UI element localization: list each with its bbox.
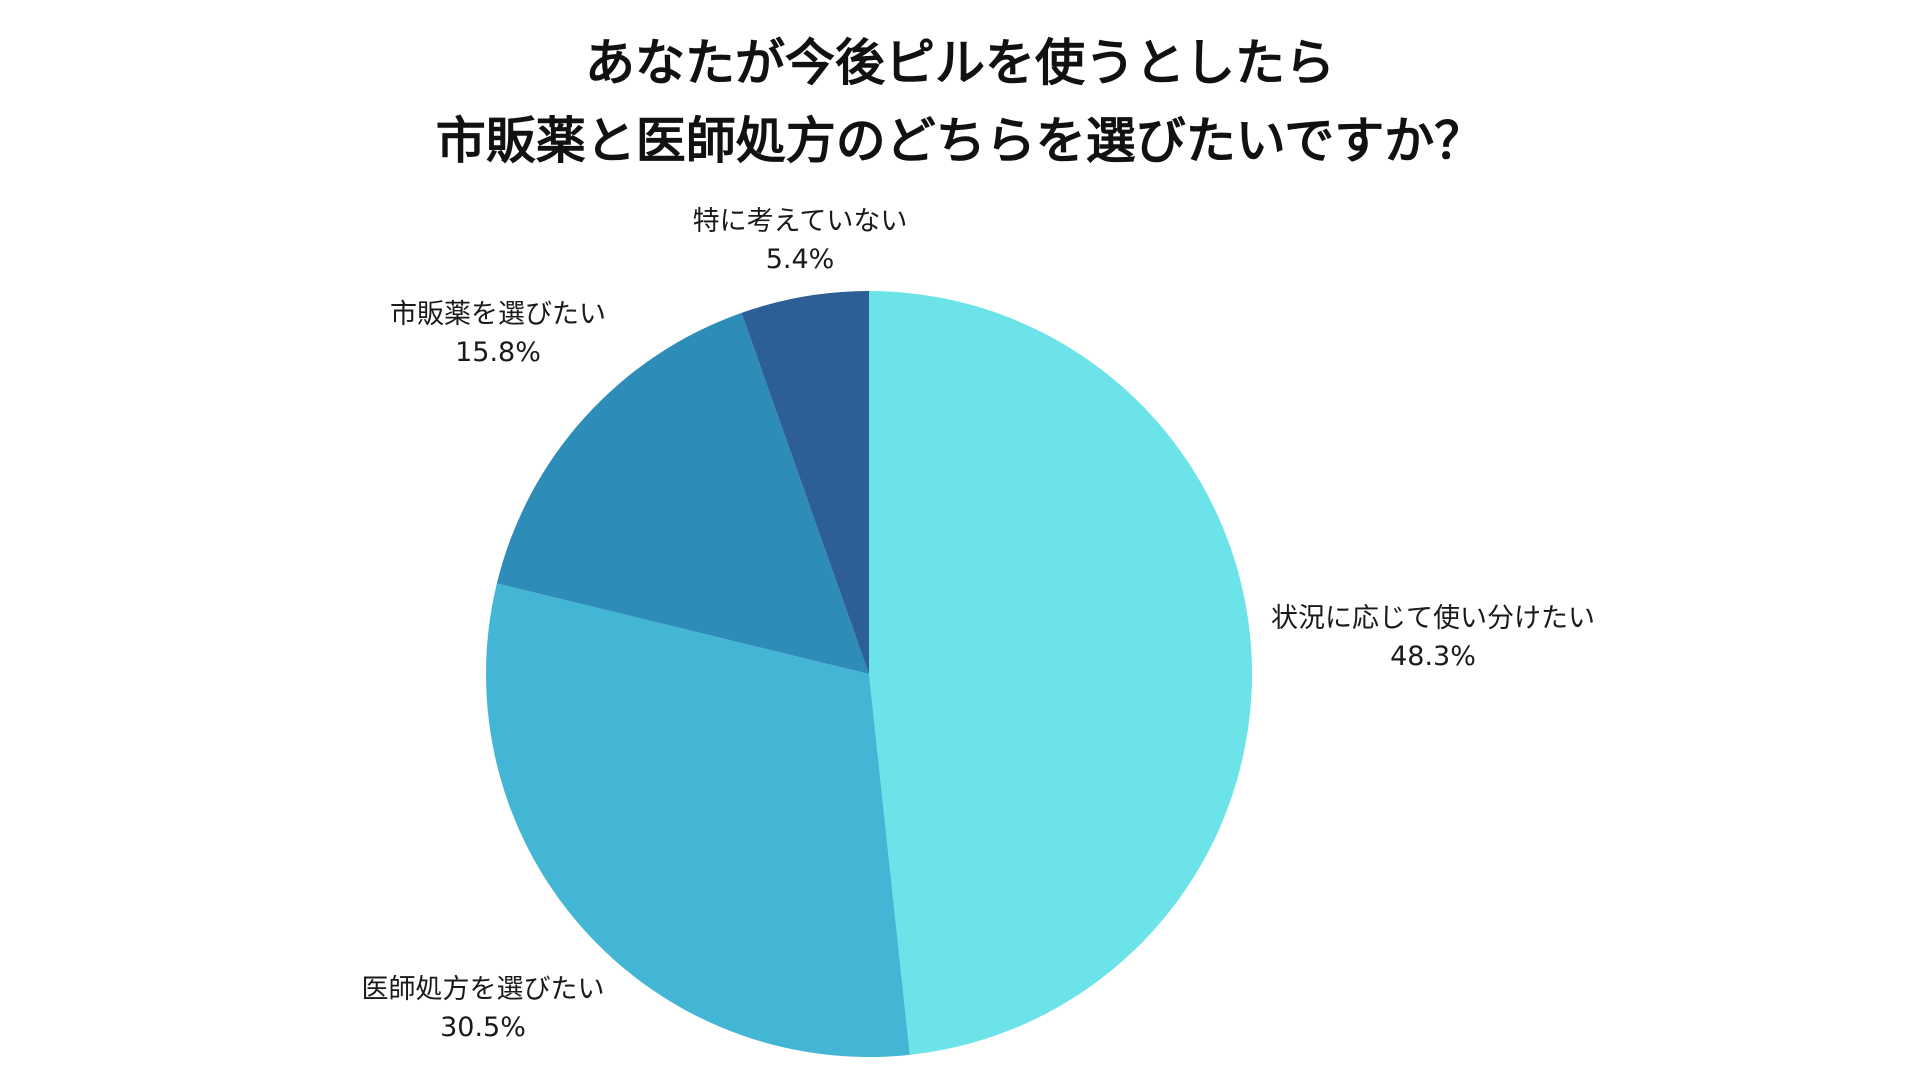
slice-label-2: 医師処方を選びたい <box>362 974 605 1005</box>
pie-slice-2 <box>486 583 910 1058</box>
chart-title-line-1: あなたが今後ピルを使うとしたら <box>585 34 1335 92</box>
pie-slice-3 <box>496 312 869 674</box>
pie-slices <box>486 291 1253 1058</box>
chart-title-line-2: 市販薬と医師処方のどちらを選びたいですか？ <box>436 112 1485 170</box>
slice-label-4: 特に考えていない <box>693 206 908 237</box>
pie-slice-1 <box>869 291 1253 1055</box>
pie-slice-4 <box>741 291 869 674</box>
slice-value-2: 30.5% <box>440 1012 526 1043</box>
slice-label-3: 市販薬を選びたい <box>390 299 606 330</box>
slice-value-4: 5.4% <box>766 244 835 275</box>
slice-label-1: 状況に応じて使い分けたい <box>1271 603 1595 634</box>
slice-value-3: 15.8% <box>455 337 541 368</box>
slice-value-1: 48.3% <box>1390 641 1476 672</box>
pie-labels: 状況に応じて使い分けたい 48.3% 医師処方を選びたい 30.5% 市販薬を選びたい 1… <box>362 206 1596 1043</box>
